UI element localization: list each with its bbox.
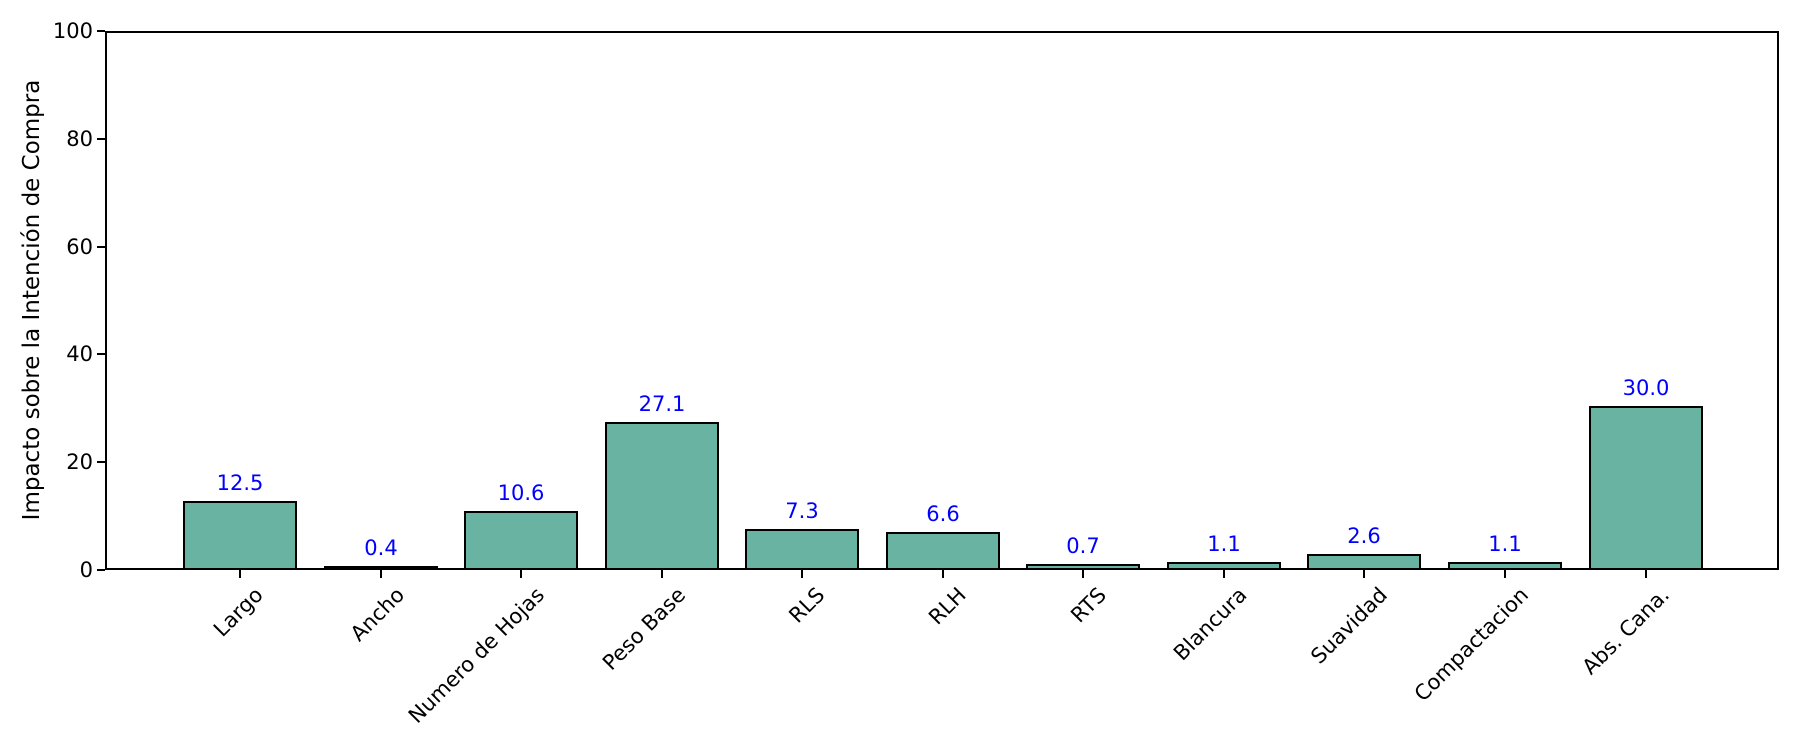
x-axis-tick (1645, 570, 1647, 578)
x-tick-label: Peso Base (597, 582, 690, 675)
y-axis-tick (97, 137, 105, 140)
x-tick-label: Ancho (345, 582, 409, 646)
bar (1307, 554, 1421, 570)
bar (1167, 562, 1281, 570)
y-axis-tick (97, 30, 105, 32)
bar (1448, 562, 1562, 570)
y-axis-tick (97, 353, 105, 356)
y-axis-tick (97, 245, 105, 248)
bar-value-label: 27.1 (638, 392, 686, 416)
bar-value-label: 6.6 (926, 502, 960, 526)
y-tick-label: 100 (52, 19, 93, 43)
bar (605, 422, 719, 570)
x-tick-label: RLS (784, 582, 830, 628)
y-tick-label: 80 (66, 126, 93, 151)
y-axis-tick (97, 461, 105, 464)
x-axis-tick (1363, 570, 1365, 578)
x-axis-tick (520, 570, 522, 578)
bar (324, 566, 438, 570)
x-axis-tick (661, 570, 663, 578)
x-tick-label: Suavidad (1305, 582, 1392, 669)
x-tick-label: Compactacion (1409, 582, 1533, 706)
bar-value-label: 10.6 (497, 481, 545, 505)
bar (464, 511, 578, 570)
bar-value-label: 1.1 (1207, 532, 1241, 556)
plot-area (105, 31, 1779, 570)
y-axis-tick (97, 569, 105, 571)
bar (745, 529, 859, 570)
bar-value-label: 12.5 (216, 471, 264, 495)
bar-value-label: 0.7 (1066, 534, 1100, 558)
x-tick-label: RTS (1065, 582, 1111, 628)
bar-value-label: 30.0 (1622, 376, 1670, 400)
bar (183, 501, 297, 570)
y-tick-label: 0 (79, 558, 93, 582)
y-tick-label: 20 (66, 450, 93, 475)
x-tick-label: Numero de Hojas (403, 582, 549, 728)
x-axis-tick (239, 570, 241, 578)
x-axis-tick (801, 570, 803, 578)
x-tick-label: Largo (208, 582, 268, 642)
x-tick-label: RLH (923, 582, 971, 630)
bar (1026, 564, 1140, 570)
bar (886, 532, 1000, 570)
bar-value-label: 7.3 (785, 499, 819, 523)
bar-value-label: 0.4 (364, 536, 398, 560)
bar (1589, 406, 1703, 570)
y-tick-label: 40 (66, 342, 93, 367)
x-axis-tick (380, 570, 382, 578)
x-tick-label: Blancura (1169, 582, 1252, 666)
y-tick-label: 60 (66, 234, 93, 259)
x-axis-tick (942, 570, 944, 578)
bar-value-label: 1.1 (1488, 532, 1522, 556)
x-axis-tick (1082, 570, 1084, 578)
bar-value-label: 2.6 (1347, 524, 1381, 548)
x-axis-tick (1223, 570, 1225, 578)
x-tick-label: Abs. Cana. (1577, 582, 1674, 680)
x-axis-tick (1504, 570, 1506, 578)
